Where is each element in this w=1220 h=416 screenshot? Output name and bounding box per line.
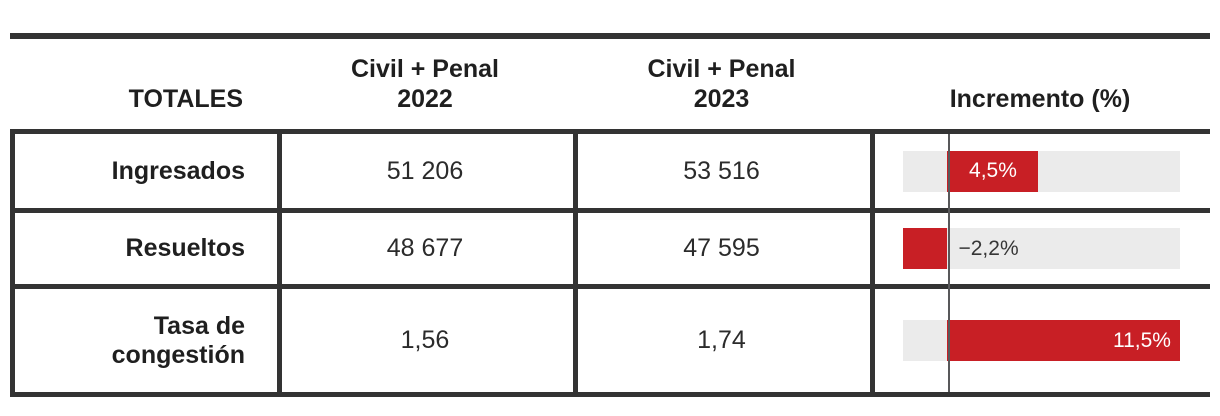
column-divider <box>870 134 875 392</box>
increment-bar-label: 11,5% <box>1112 328 1171 352</box>
header-civil-penal-2022: Civil + Penal 2022 <box>277 39 573 129</box>
table-row-resueltos: Resueltos 48 677 47 595 −2,2% <box>15 213 1210 289</box>
header-2023-line1: Civil + Penal <box>647 55 796 83</box>
increment-cell: −2,2% <box>870 213 1210 284</box>
header-2023-line2: 2023 <box>693 85 750 113</box>
row-label-text: Tasa de congestión <box>111 311 245 369</box>
header-civil-penal-2023: Civil + Penal 2023 <box>573 39 870 129</box>
row-label-text: Ingresados <box>111 156 245 185</box>
increment-cell: 4,5% <box>870 134 1210 208</box>
value-2023: 1,74 <box>697 326 746 354</box>
increment-bar <box>903 228 948 269</box>
header-incremento: Incremento (%) <box>870 39 1210 129</box>
value-2023: 47 595 <box>683 234 760 262</box>
increment-bar: 4,5% <box>947 150 1039 192</box>
table-body: Ingresados 51 206 53 516 4,5% Resueltos … <box>10 134 1210 392</box>
column-divider <box>573 134 578 392</box>
totals-table: TOTALES Civil + Penal 2022 Civil + Penal… <box>10 33 1210 397</box>
header-2022-line1: Civil + Penal <box>351 55 499 83</box>
value-2022: 1,56 <box>400 326 450 354</box>
zero-baseline <box>948 134 950 392</box>
header-totales: TOTALES <box>10 39 277 129</box>
increment-bar-label: −2,2% <box>958 236 1019 260</box>
row-label: Tasa de congestión <box>15 289 277 392</box>
increment-bar-label: 4,5% <box>969 159 1017 182</box>
bar-track: 4,5% <box>903 150 1180 192</box>
table-header-row: TOTALES Civil + Penal 2022 Civil + Penal… <box>10 39 1210 134</box>
row-label: Resueltos <box>15 213 277 284</box>
header-totales-label: TOTALES <box>128 85 243 113</box>
column-divider <box>277 134 282 392</box>
header-2022-line2: 2022 <box>397 85 453 113</box>
row-label: Ingresados <box>15 134 277 208</box>
value-2022: 51 206 <box>386 156 464 185</box>
header-incremento-label: Incremento (%) <box>949 85 1131 113</box>
bar-track: 11,5% <box>903 320 1180 361</box>
increment-cell: 11,5% <box>870 289 1210 392</box>
bar-track: −2,2% <box>903 228 1180 269</box>
table-row-ingresados: Ingresados 51 206 53 516 4,5% <box>15 134 1210 213</box>
row-label-text: Resueltos <box>125 234 245 262</box>
value-2022: 48 677 <box>386 234 464 262</box>
table-row-tasa-congestion: Tasa de congestión 1,56 1,74 11,5% <box>15 289 1210 392</box>
increment-bar: 11,5% <box>947 320 1180 361</box>
value-2023: 53 516 <box>683 156 760 185</box>
